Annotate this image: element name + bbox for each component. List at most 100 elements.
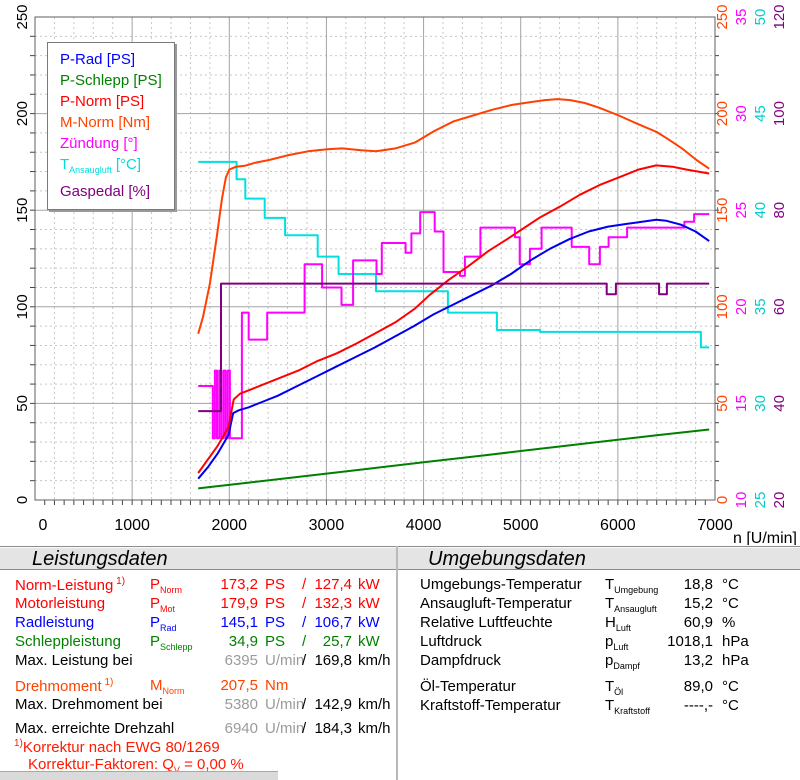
value-secondary: 25,7 xyxy=(322,633,352,650)
axis-tick-label: 30 xyxy=(752,395,769,412)
axis-tick-label: 15 xyxy=(733,395,750,412)
legend-item-t: TAnsaugluft [°C] xyxy=(60,156,142,175)
slash-separator: / xyxy=(302,633,307,650)
unit-secondary: km/h xyxy=(358,652,391,669)
axis-tick-label: 200 xyxy=(714,101,731,126)
cutoff-section-bar xyxy=(0,771,278,780)
axis-tick-label: 150 xyxy=(714,198,731,223)
value-primary: 60,9 xyxy=(683,614,713,631)
table-row: Drehmoment 1) MNorm 207,5 Nm xyxy=(0,677,392,696)
axis-tick-label: 50 xyxy=(752,9,769,26)
quantity-symbol: PMot xyxy=(150,595,176,614)
unit-primary: U/min xyxy=(265,696,305,713)
row-label: Max. erreichte Drehzahl xyxy=(15,720,175,737)
value-secondary: 132,3 xyxy=(314,595,352,612)
axis-tick-label: 80 xyxy=(771,202,788,219)
panel-divider xyxy=(396,546,398,780)
plot-border xyxy=(34,16,716,501)
value-primary: 1018,1 xyxy=(667,633,713,650)
unit-secondary: kW xyxy=(358,576,380,593)
axis-tick-label: 25 xyxy=(733,202,750,219)
unit-primary: Nm xyxy=(265,677,289,694)
legend-item-p-rad: P-Rad [PS] xyxy=(60,51,136,68)
value-primary: 6395 xyxy=(224,652,258,669)
slash-separator: / xyxy=(302,696,307,713)
quantity-symbol: PRad xyxy=(150,614,177,633)
value-primary: 13,2 xyxy=(683,652,713,669)
row-label: Öl-Temperatur xyxy=(420,678,516,695)
footnote-text: = 0,00 % xyxy=(179,756,244,773)
series-P-Schlepp xyxy=(198,428,710,490)
series-Gaspedal xyxy=(198,282,710,413)
value-secondary: 127,4 xyxy=(314,576,352,593)
axis-ticks xyxy=(30,35,719,505)
footnote-correction-standard: 1)Korrektur nach EWG 80/1269 xyxy=(14,738,220,756)
slash-separator: / xyxy=(302,576,307,593)
unit-primary: °C xyxy=(722,595,739,612)
value-primary: 18,8 xyxy=(683,576,713,593)
table-row: Max. Drehmoment bei 5380 U/min/ 142,9 km/h xyxy=(0,696,392,715)
dyno-chart: 0501001502002500501001502002501015202530… xyxy=(14,4,797,547)
unit-primary: PS xyxy=(265,595,286,612)
axis-tick-label: 0 xyxy=(714,496,731,504)
unit-primary: % xyxy=(722,614,736,631)
table-row: Schleppleistung PSchlepp 34,9 PS / 25,7 kW xyxy=(0,633,392,652)
axis-tick-label: 30 xyxy=(733,105,750,122)
footnote-text: Korrektur-Faktoren: Q xyxy=(28,756,174,773)
row-label: Kraftstoff-Temperatur xyxy=(420,697,561,714)
axis-tick-label: 250 xyxy=(14,4,31,29)
quantity-symbol: TKraftstoff xyxy=(605,697,651,716)
value-secondary: 142,9 xyxy=(314,696,352,713)
x-tick-label: 5000 xyxy=(503,517,539,534)
value-primary: 15,2 xyxy=(683,595,713,612)
row-label: Luftdruck xyxy=(420,633,482,650)
axis-labels: 0501001502002500501001502002501015202530… xyxy=(14,4,797,547)
series-Zündung xyxy=(198,211,710,440)
value-secondary: 169,8 xyxy=(314,652,352,669)
x-tick-label: 1000 xyxy=(114,517,150,534)
axis-tick-label: 60 xyxy=(771,298,788,315)
unit-secondary: km/h xyxy=(358,696,391,713)
quantity-symbol: pDampf xyxy=(605,652,640,671)
value-primary: 179,9 xyxy=(220,595,258,612)
series-P-Norm xyxy=(197,164,710,474)
slash-separator: / xyxy=(302,595,307,612)
x-tick-label: 4000 xyxy=(406,517,442,534)
table-row: Öl-Temperatur TÖl 89,0 °C xyxy=(408,678,800,697)
section-title-umgebungsdaten: Umgebungsdaten xyxy=(428,548,586,570)
unit-primary: PS xyxy=(265,633,286,650)
axis-tick-label: 40 xyxy=(771,395,788,412)
unit-primary: U/min xyxy=(265,720,305,737)
quantity-symbol: PNorm xyxy=(150,576,183,595)
row-label: Ansaugluft-Temperatur xyxy=(420,595,572,612)
legend-item-z-ndung: Zündung [°] xyxy=(60,135,138,152)
axis-tick-label: 100 xyxy=(714,294,731,319)
quantity-symbol: HLuft xyxy=(605,614,631,633)
row-label: Norm-Leistung 1) xyxy=(15,576,126,594)
legend-item-p-schlepp: P-Schlepp [PS] xyxy=(60,72,162,89)
quantity-symbol: TAnsaugluft xyxy=(605,595,657,614)
value-secondary: 106,7 xyxy=(314,614,352,631)
axis-tick-label: 100 xyxy=(14,294,31,319)
slash-separator: / xyxy=(302,720,307,737)
table-row: Radleistung PRad 145,1 PS / 106,7 kW xyxy=(0,614,392,633)
axis-tick-label: 35 xyxy=(733,9,750,26)
unit-secondary: km/h xyxy=(358,720,391,737)
series-T-Ansaugluft xyxy=(198,160,710,349)
value-primary: 5380 xyxy=(224,696,258,713)
row-label: Umgebungs-Temperatur xyxy=(420,576,582,593)
axis-tick-label: 50 xyxy=(14,395,31,412)
value-secondary: 184,3 xyxy=(314,720,352,737)
table-row: Umgebungs-Temperatur TUmgebung 18,8 °C xyxy=(408,576,800,595)
row-label: Schleppleistung xyxy=(15,633,121,650)
axis-tick-label: 10 xyxy=(733,492,750,509)
footnote-correction-factors: Korrektur-Faktoren: QV = 0,00 % xyxy=(28,756,244,775)
axis-tick-label: 200 xyxy=(14,101,31,126)
table-row: Dampfdruck pDampf 13,2 hPa xyxy=(408,652,800,671)
axis-tick-label: 50 xyxy=(714,395,731,412)
value-primary: 34,9 xyxy=(228,633,258,650)
table-row: Motorleistung PMot 179,9 PS / 132,3 kW xyxy=(0,595,392,614)
row-label: Max. Leistung bei xyxy=(15,652,133,669)
axis-tick-label: 20 xyxy=(733,298,750,315)
